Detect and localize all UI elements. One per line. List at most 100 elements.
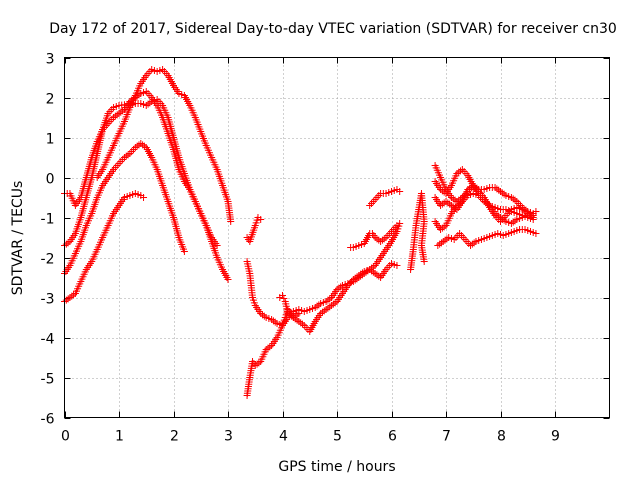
data-point — [119, 107, 127, 115]
data-point — [438, 200, 446, 208]
series-s17 — [431, 182, 537, 225]
data-point — [437, 186, 445, 193]
data-point — [440, 188, 448, 196]
x-tick-labels: 0 1 2 3 4 5 6 7 8 9 — [61, 429, 560, 445]
series-s2 — [61, 140, 188, 277]
data-point — [444, 199, 452, 207]
series-s16 — [434, 226, 540, 249]
data-point — [366, 266, 374, 273]
data-point — [349, 276, 357, 283]
data-point — [524, 210, 532, 217]
data-point — [371, 234, 379, 241]
y-axis-label: SDTVAR / TECUs — [10, 181, 26, 296]
data-point — [320, 307, 328, 315]
data-point — [329, 300, 337, 308]
data-point — [373, 235, 381, 243]
data-point — [357, 270, 365, 278]
data-point — [315, 301, 323, 309]
data-point — [140, 142, 148, 150]
data-point — [447, 194, 455, 201]
data-point — [464, 186, 472, 193]
series-s10 — [347, 222, 401, 251]
data-point — [264, 344, 272, 352]
data-point — [532, 230, 540, 237]
data-point — [368, 264, 376, 272]
data-point — [511, 196, 519, 204]
data-point — [262, 346, 270, 353]
data-point — [326, 303, 334, 311]
data-point — [224, 276, 232, 283]
data-point — [509, 195, 517, 203]
data-point — [362, 268, 370, 276]
data-point — [511, 217, 519, 225]
data-point — [271, 318, 279, 326]
data-point — [507, 194, 515, 201]
data-point — [311, 304, 319, 311]
data-point — [358, 269, 366, 277]
data-point — [68, 292, 76, 300]
data-point — [227, 218, 235, 225]
data-point — [520, 207, 528, 215]
data-point — [451, 204, 459, 212]
y-tick-label: -6 — [41, 412, 55, 428]
data-point — [269, 317, 277, 325]
y-tick-label: 2 — [46, 92, 55, 108]
series-s12 — [407, 190, 428, 273]
data-point — [373, 271, 381, 279]
data-point — [260, 312, 268, 320]
data-point — [527, 212, 535, 220]
data-point — [467, 242, 475, 249]
data-point — [333, 286, 341, 293]
data-point — [436, 240, 444, 248]
data-point — [326, 295, 334, 303]
data-point — [335, 284, 343, 292]
data-point — [137, 140, 145, 147]
data-point — [257, 310, 265, 317]
data-point — [507, 220, 515, 227]
series-s7 — [243, 214, 265, 245]
data-point — [122, 152, 130, 160]
data-point — [438, 187, 446, 195]
data-point — [351, 274, 359, 282]
data-point — [437, 202, 445, 209]
data-point — [437, 239, 445, 247]
data-point — [353, 273, 361, 281]
data-point — [70, 291, 78, 299]
chart-title: Day 172 of 2017, Sidereal Day-to-day VTE… — [49, 21, 617, 37]
plot-frame — [64, 57, 610, 418]
data-point — [509, 218, 517, 226]
data-point — [337, 283, 345, 291]
data-point — [442, 198, 450, 205]
data-point — [522, 208, 530, 216]
data-point — [378, 236, 386, 244]
data-point — [457, 167, 465, 175]
x-tick-label: 1 — [115, 429, 124, 445]
y-tick-label: -3 — [41, 292, 55, 308]
data-point — [64, 295, 72, 303]
data-point — [295, 310, 303, 317]
data-point — [124, 151, 132, 159]
data-point — [251, 362, 259, 369]
data-point — [470, 239, 478, 247]
series-s4 — [61, 88, 221, 249]
data-point — [297, 319, 305, 327]
x-tick-label: 3 — [224, 429, 233, 445]
data-point — [213, 242, 221, 249]
data-point — [328, 302, 336, 309]
data-point — [355, 272, 363, 279]
data-point — [331, 299, 339, 307]
data-point — [377, 238, 385, 245]
data-point — [369, 263, 377, 271]
data-point — [131, 144, 139, 151]
data-point — [491, 184, 499, 191]
y-tick-label: -4 — [41, 332, 55, 348]
series-s5 — [93, 66, 235, 225]
data-point — [532, 208, 540, 215]
data-point — [313, 302, 321, 310]
data-point — [259, 311, 267, 319]
data-point — [466, 184, 474, 192]
data-point — [293, 311, 301, 319]
data-point — [468, 240, 476, 248]
data-point — [255, 359, 263, 367]
data-point — [298, 320, 306, 328]
